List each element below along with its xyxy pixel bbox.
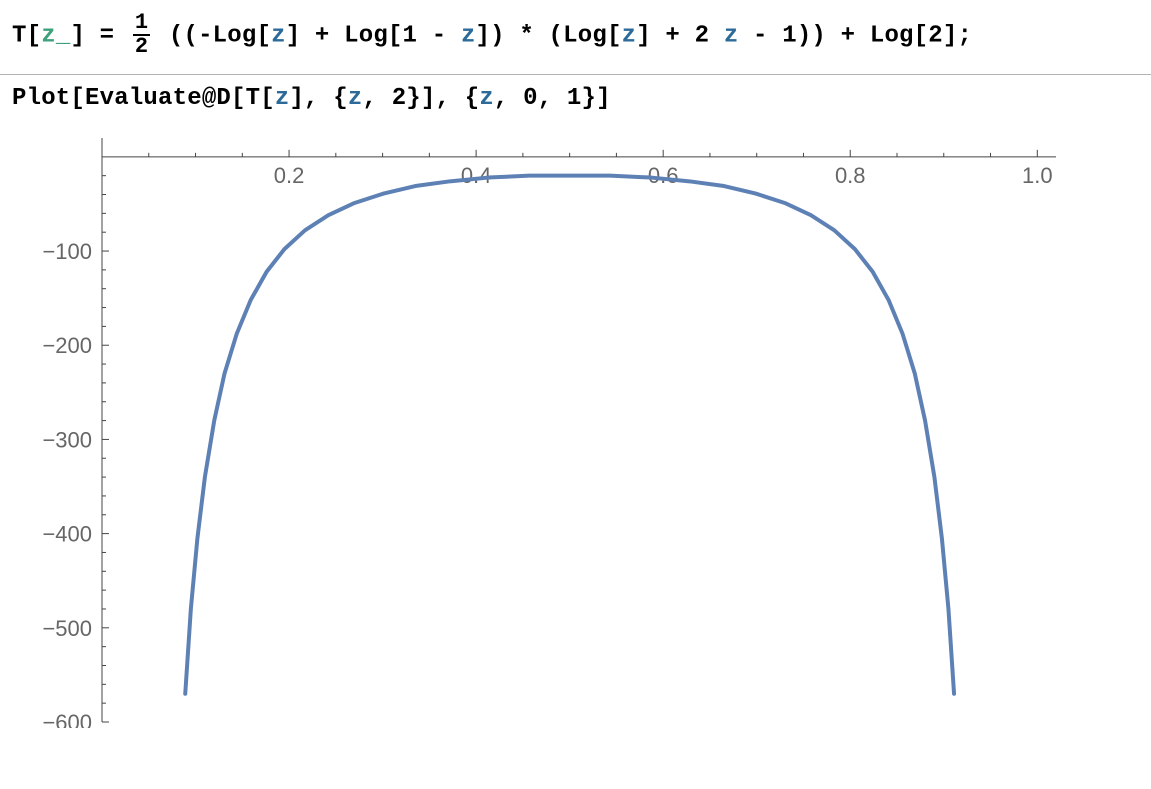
code-token: z_ <box>41 22 70 49</box>
code-token: , 2}], { <box>362 85 479 112</box>
code-token: z <box>348 85 363 112</box>
input-cell-2: Plot[Evaluate@D[T[z], {z, 2}], {z, 0, 1}… <box>0 81 1151 122</box>
x-tick-label: 0.6 <box>648 163 679 188</box>
x-tick-label: 0.8 <box>835 163 866 188</box>
y-tick-label: −500 <box>42 616 92 641</box>
code-line-1: T[z_] = 12 ((-Log[z] + Log[1 - z]) * (Lo… <box>12 12 1139 58</box>
y-tick-label: −600 <box>42 710 92 728</box>
x-tick-label: 0.2 <box>274 163 305 188</box>
code-token: z <box>461 22 476 49</box>
code-token: Plot[Evaluate@D[T[ <box>12 85 275 112</box>
code-token: z <box>622 22 637 49</box>
code-token: T <box>12 22 27 49</box>
x-tick-label: 0.4 <box>461 163 492 188</box>
code-token: ((-Log[ <box>154 22 271 49</box>
code-token: ]) * (Log[ <box>476 22 622 49</box>
code-token: z <box>275 85 290 112</box>
code-token: ] = <box>70 22 128 49</box>
y-tick-label: −100 <box>42 239 92 264</box>
y-tick-label: −200 <box>42 333 92 358</box>
code-token: z <box>479 85 494 112</box>
series-curve <box>185 176 954 694</box>
code-token: ] + 2 <box>636 22 724 49</box>
code-token: z <box>271 22 286 49</box>
x-tick-label: 1.0 <box>1022 163 1053 188</box>
y-tick-label: −300 <box>42 427 92 452</box>
output-chart: 0.2 0.4 0.6 0.8 1.0 −100 −200 −300 −400 −500 −600 <box>16 128 1076 728</box>
fraction: 12 <box>133 12 150 58</box>
fraction-numerator: 1 <box>133 12 150 34</box>
code-token: , 0, 1}] <box>494 85 611 112</box>
code-token: ] + Log[1 - <box>286 22 461 49</box>
fraction-denominator: 2 <box>133 34 150 58</box>
code-token: - 1)) + Log[2]; <box>738 22 972 49</box>
code-token: z <box>724 22 739 49</box>
input-cell-1: T[z_] = 12 ((-Log[z] + Log[1 - z]) * (Lo… <box>0 8 1151 68</box>
code-line-2: Plot[Evaluate@D[T[z], {z, 2}], {z, 0, 1}… <box>12 85 1139 112</box>
code-token: [ <box>27 22 42 49</box>
output-plot-wrap: 0.2 0.4 0.6 0.8 1.0 −100 −200 −300 −400 −500 −600 <box>0 122 1151 728</box>
y-tick-label: −400 <box>42 522 92 547</box>
code-token: ], { <box>289 85 347 112</box>
cell-divider <box>0 74 1151 75</box>
